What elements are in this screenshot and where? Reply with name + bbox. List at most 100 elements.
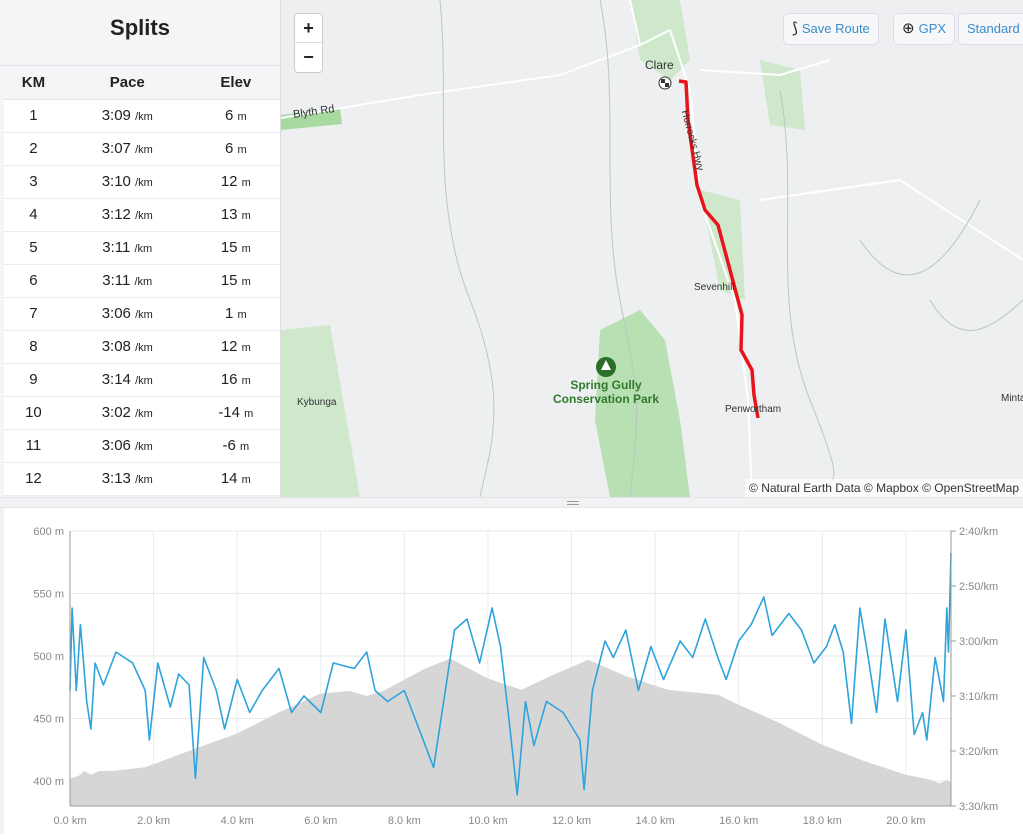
split-row: 2 3:07 /km 6 m bbox=[4, 132, 280, 166]
y-right-tick-label: 2:50/km bbox=[959, 581, 998, 593]
x-tick-label: 10.0 km bbox=[468, 815, 507, 827]
y-right-tick-label: 3:10/km bbox=[959, 691, 998, 703]
resize-handle[interactable] bbox=[0, 497, 1023, 508]
split-elev: 6 m bbox=[191, 132, 280, 166]
split-elev: 14 m bbox=[191, 462, 280, 496]
split-pace: 3:06 /km bbox=[62, 429, 192, 463]
col-km: KM bbox=[4, 66, 63, 100]
col-pace: Pace bbox=[62, 66, 192, 100]
chart-svg: 600 m 550 m 500 m 450 m 400 m 0.0 km 2.0 km 4.0… bbox=[33, 526, 998, 827]
split-km: 12 bbox=[4, 462, 63, 496]
split-pace: 3:13 /km bbox=[62, 462, 192, 496]
roads bbox=[281, 0, 1023, 497]
split-km: 9 bbox=[4, 363, 63, 397]
green-areas bbox=[281, 0, 805, 497]
y-right-tick-label: 2:40/km bbox=[959, 526, 998, 538]
split-pace: 3:09 /km bbox=[62, 99, 192, 133]
label-mintaro: Minta bbox=[1001, 393, 1023, 404]
map-style-button[interactable]: Standard bbox=[958, 13, 1023, 45]
split-pace: 3:08 /km bbox=[62, 330, 192, 364]
route-map[interactable]: + − ⟆ Save Route ⊕ GPX Standard Clare Bl… bbox=[281, 0, 1023, 497]
label-kybunga: Kybunga bbox=[297, 397, 337, 408]
split-km: 8 bbox=[4, 330, 63, 364]
save-route-button[interactable]: ⟆ Save Route bbox=[783, 13, 879, 45]
split-km: 4 bbox=[4, 198, 63, 232]
split-km: 6 bbox=[4, 264, 63, 298]
label-park: Spring Gully Conservation Park bbox=[552, 378, 660, 406]
split-elev: 12 m bbox=[191, 330, 280, 364]
x-tick-label: 18.0 km bbox=[803, 815, 842, 827]
save-route-label: Save Route bbox=[801, 21, 870, 36]
split-km: 3 bbox=[4, 165, 63, 199]
finish-flag-icon bbox=[658, 76, 672, 90]
split-elev: -6 m bbox=[191, 429, 280, 463]
map-attribution[interactable]: © Natural Earth Data © Mapbox © OpenStre… bbox=[745, 479, 1023, 497]
split-elev: -14 m bbox=[191, 396, 280, 430]
gpx-button[interactable]: ⊕ GPX bbox=[893, 13, 956, 45]
y-left-tick-label: 600 m bbox=[33, 526, 64, 538]
split-km: 7 bbox=[4, 297, 63, 331]
gpx-label: GPX bbox=[918, 21, 947, 36]
map-canvas bbox=[281, 0, 1023, 497]
split-elev: 15 m bbox=[191, 231, 280, 265]
split-elev: 6 m bbox=[191, 99, 280, 133]
x-tick-label: 0.0 km bbox=[53, 815, 86, 827]
split-elev: 15 m bbox=[191, 264, 280, 298]
split-pace: 3:12 /km bbox=[62, 198, 192, 232]
grip-icon bbox=[567, 501, 579, 505]
zoom-out-button[interactable]: − bbox=[303, 47, 314, 67]
y-right-tick-label: 3:30/km bbox=[959, 801, 998, 813]
elevation-pace-chart: 600 m 550 m 500 m 450 m 400 m 0.0 km 2.0 km 4.0… bbox=[0, 508, 1023, 834]
label-penwortham: Penwortham bbox=[725, 404, 782, 415]
split-km: 11 bbox=[4, 429, 63, 463]
split-km: 1 bbox=[4, 99, 63, 133]
zoom-control: + − bbox=[294, 13, 323, 73]
split-elev: 12 m bbox=[191, 165, 280, 199]
y-left-tick-label: 400 m bbox=[33, 776, 64, 788]
col-elev: Elev bbox=[191, 66, 280, 100]
splits-title: Splits bbox=[0, 0, 280, 66]
y-right-tick-label: 3:20/km bbox=[959, 746, 998, 758]
label-sevenhill: Sevenhill bbox=[694, 282, 735, 293]
split-row: 3 3:10 /km 12 m bbox=[4, 165, 280, 199]
x-tick-label: 14.0 km bbox=[636, 815, 675, 827]
download-icon: ⊕ bbox=[902, 20, 915, 37]
split-row: 8 3:08 /km 12 m bbox=[4, 330, 280, 364]
split-row: 4 3:12 /km 13 m bbox=[4, 198, 280, 232]
park-tree-icon bbox=[596, 357, 616, 377]
split-pace: 3:07 /km bbox=[62, 132, 192, 166]
y-left-tick-label: 450 m bbox=[33, 714, 64, 726]
split-row: 10 3:02 /km -14 m bbox=[4, 396, 280, 430]
split-pace: 3:10 /km bbox=[62, 165, 192, 199]
x-tick-label: 12.0 km bbox=[552, 815, 591, 827]
split-pace: 3:02 /km bbox=[62, 396, 192, 430]
split-pace: 3:14 /km bbox=[62, 363, 192, 397]
split-km: 5 bbox=[4, 231, 63, 265]
pace-line bbox=[69, 552, 952, 796]
x-tick-label: 2.0 km bbox=[137, 815, 170, 827]
y-right-tick-label: 3:00/km bbox=[959, 636, 998, 648]
split-row: 11 3:06 /km -6 m bbox=[4, 429, 280, 463]
split-km: 10 bbox=[4, 396, 63, 430]
split-row: 1 3:09 /km 6 m bbox=[4, 99, 280, 133]
y-left-tick-label: 500 m bbox=[33, 651, 64, 663]
x-tick-label: 8.0 km bbox=[388, 815, 421, 827]
split-row: 7 3:06 /km 1 m bbox=[4, 297, 280, 331]
split-pace: 3:11 /km bbox=[62, 231, 192, 265]
x-tick-label: 4.0 km bbox=[221, 815, 254, 827]
route-line bbox=[678, 79, 760, 419]
split-elev: 13 m bbox=[191, 198, 280, 232]
split-row: 6 3:11 /km 15 m bbox=[4, 264, 280, 298]
y-left-tick-label: 550 m bbox=[33, 589, 64, 601]
x-tick-label: 20.0 km bbox=[886, 815, 925, 827]
x-tick-label: 6.0 km bbox=[304, 815, 337, 827]
split-elev: 16 m bbox=[191, 363, 280, 397]
split-km: 2 bbox=[4, 132, 63, 166]
route-icon: ⟆ bbox=[792, 20, 798, 37]
split-pace: 3:11 /km bbox=[62, 264, 192, 298]
label-clare: Clare bbox=[645, 58, 674, 72]
split-row: 5 3:11 /km 15 m bbox=[4, 231, 280, 265]
zoom-in-button[interactable]: + bbox=[295, 14, 322, 43]
